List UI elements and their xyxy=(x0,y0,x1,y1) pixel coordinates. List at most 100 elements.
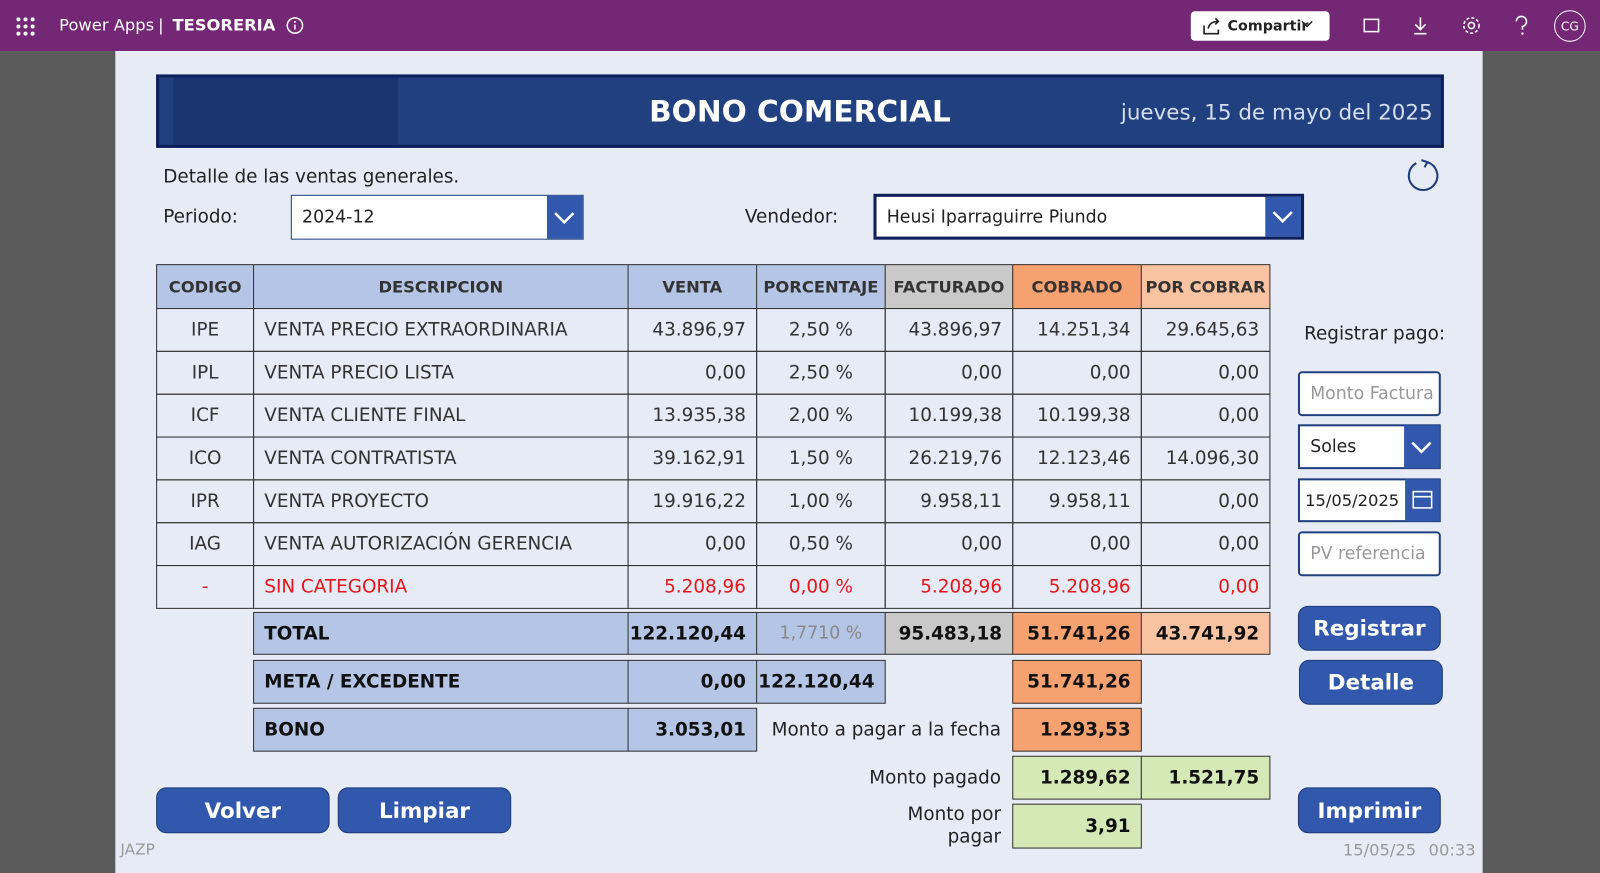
column-header: DESCRIPCION xyxy=(253,264,629,310)
payment-title: Registrar pago: xyxy=(1304,323,1446,345)
fit-icon[interactable] xyxy=(1361,16,1381,34)
summary-cell: TOTAL xyxy=(253,611,629,655)
table-cell: 0,00 xyxy=(1012,350,1142,395)
seller-dropdown[interactable]: Heusi Iparraguirre Piundo xyxy=(873,193,1305,240)
table-cell: 0,00 xyxy=(884,522,1014,567)
table-cell: VENTA AUTORIZACIÓN GERENCIA xyxy=(253,522,629,567)
back-button[interactable]: Volver xyxy=(156,787,330,834)
table-cell: 2,50 % xyxy=(756,308,886,352)
environment: TESORERIA xyxy=(172,15,276,35)
detail-label: Detalle xyxy=(1327,670,1415,695)
table-cell: ICF xyxy=(156,393,255,438)
table-cell: 10.199,38 xyxy=(1012,393,1142,438)
table-cell: ICO xyxy=(156,436,255,481)
summary-label: Monto a pagar a la fecha xyxy=(771,719,1002,741)
summary-cell: 1,7710 % xyxy=(756,611,886,655)
table-cell: SIN CATEGORIA xyxy=(253,565,629,609)
reference-input[interactable]: PV referencia xyxy=(1297,531,1441,577)
table-cell: - xyxy=(156,565,255,609)
table-cell: 13.935,38 xyxy=(627,393,758,438)
period-value: 2024-12 xyxy=(302,207,375,228)
share-label: Compartir xyxy=(1227,17,1309,35)
table-cell: 9.958,11 xyxy=(1012,479,1142,524)
summary-cell: 51.741,26 xyxy=(1012,611,1142,655)
print-label: Imprimir xyxy=(1317,798,1422,823)
amount-input[interactable]: Monto Factura xyxy=(1297,371,1441,417)
table-cell: 5.208,96 xyxy=(1012,565,1142,609)
table-cell: 14.096,30 xyxy=(1140,436,1271,481)
table-cell: 0,00 % xyxy=(756,565,886,609)
logo-area xyxy=(173,77,398,145)
print-button[interactable]: Imprimir xyxy=(1297,787,1441,834)
table-cell: 26.219,76 xyxy=(884,436,1014,481)
table-cell: 5.208,96 xyxy=(627,565,758,609)
settings-icon[interactable] xyxy=(1461,15,1481,35)
share-button[interactable]: Compartir xyxy=(1190,11,1330,41)
table-cell: 0,50 % xyxy=(756,522,886,567)
amount-placeholder: Monto Factura xyxy=(1310,383,1434,404)
dropdown-arrow[interactable] xyxy=(1404,425,1440,469)
dropdown-arrow[interactable] xyxy=(546,195,583,239)
summary-cell: 3.053,01 xyxy=(627,707,758,752)
table-cell: VENTA PRECIO LISTA xyxy=(253,350,629,395)
table-cell: VENTA CONTRATISTA xyxy=(253,436,629,481)
table-cell: 0,00 xyxy=(1012,522,1142,567)
calendar-button[interactable] xyxy=(1405,479,1440,522)
table-cell: 29.645,63 xyxy=(1140,308,1271,352)
summary-cell: BONO xyxy=(253,707,629,752)
refresh-icon[interactable] xyxy=(1406,158,1441,193)
table-cell: 0,00 xyxy=(1140,479,1271,524)
clear-button[interactable]: Limpiar xyxy=(337,787,512,834)
table-cell: 5.208,96 xyxy=(884,565,1014,609)
info-icon[interactable] xyxy=(286,16,304,34)
table-cell: 0,00 xyxy=(1140,393,1271,438)
period-dropdown[interactable]: 2024-12 xyxy=(290,194,584,240)
seller-label: Vendedor: xyxy=(744,206,839,228)
table-cell: 10.199,38 xyxy=(884,393,1014,438)
table-cell: IAG xyxy=(156,522,255,567)
share-icon xyxy=(1203,17,1220,35)
table-cell: IPL xyxy=(156,350,255,395)
footer-date: 15/05/25 xyxy=(1342,840,1417,860)
seller-value: Heusi Iparraguirre Piundo xyxy=(886,206,1108,227)
dropdown-arrow[interactable] xyxy=(1265,196,1302,237)
table-cell: 2,50 % xyxy=(756,350,886,395)
table-cell: 39.162,91 xyxy=(627,436,758,481)
column-header: PORCENTAJE xyxy=(756,264,886,310)
footer-user: JAZP xyxy=(120,840,155,859)
column-header: POR COBRAR xyxy=(1140,264,1271,310)
column-header: VENTA xyxy=(627,264,758,310)
summary-cell: 122.120,44 xyxy=(756,659,886,704)
summary-cell: 122.120,44 xyxy=(627,611,758,655)
detail-button[interactable]: Detalle xyxy=(1298,659,1443,705)
header-bar: BONO COMERCIAL jueves, 15 de mayo del 20… xyxy=(156,74,1444,148)
summary-cell: 1.289,62 xyxy=(1012,755,1142,800)
table-cell: 19.916,22 xyxy=(627,479,758,524)
table-cell: 43.896,97 xyxy=(884,308,1014,352)
register-button[interactable]: Registrar xyxy=(1297,605,1441,651)
user-avatar[interactable]: CG xyxy=(1554,10,1586,42)
footer-time: 00:33 xyxy=(1428,840,1476,860)
table-cell: 0,00 xyxy=(1140,565,1271,609)
column-header: FACTURADO xyxy=(884,264,1014,310)
summary-cell: 1.293,53 xyxy=(1012,707,1142,752)
download-icon[interactable] xyxy=(1411,15,1429,35)
table-cell: 0,00 xyxy=(627,350,758,395)
table-cell: 1,00 % xyxy=(756,479,886,524)
table-cell: 43.896,97 xyxy=(627,308,758,352)
table-cell: 1,50 % xyxy=(756,436,886,481)
table-cell: VENTA CLIENTE FINAL xyxy=(253,393,629,438)
table-cell: IPE xyxy=(156,308,255,352)
separator: | xyxy=(158,15,164,35)
table-cell: 0,00 xyxy=(627,522,758,567)
help-icon[interactable] xyxy=(1513,15,1529,35)
apps-icon[interactable] xyxy=(16,17,35,36)
table-cell: IPR xyxy=(156,479,255,524)
table-cell: 0,00 xyxy=(1140,350,1271,395)
column-header: COBRADO xyxy=(1012,264,1142,310)
table-cell: VENTA PRECIO EXTRAORDINARIA xyxy=(253,308,629,352)
clear-label: Limpiar xyxy=(378,798,471,823)
summary-cell: 0,00 xyxy=(627,659,758,704)
